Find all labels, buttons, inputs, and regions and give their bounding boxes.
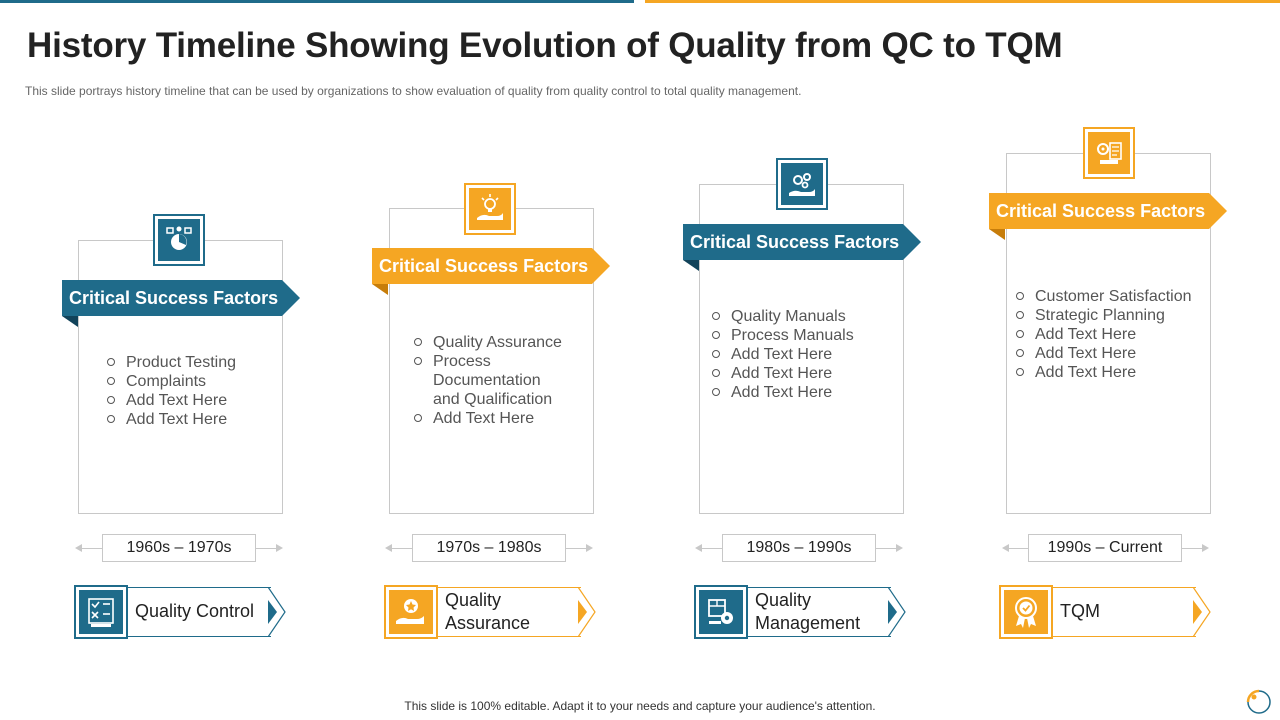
bullet-item: Add Text Here <box>712 364 882 383</box>
era-arrowhead-left-2 <box>385 544 392 552</box>
bullet-item: Quality Assurance <box>414 333 564 352</box>
critical-success-banner-2: Critical Success Factors <box>372 248 610 284</box>
era-label-3: 1980s – 1990s <box>722 534 876 562</box>
stage-label-body-1 <box>126 587 271 637</box>
footer-note: This slide is 100% editable. Adapt it to… <box>404 699 876 713</box>
bullet-item: Process Documentation and Qualification <box>414 352 564 409</box>
banner-fold-4 <box>989 229 1005 240</box>
bullet-item: Add Text Here <box>712 345 882 364</box>
stage-label-box-2: Quality Assurance <box>384 585 596 639</box>
era-arrow-right-4 <box>1182 548 1202 549</box>
bullet-item: Add Text Here <box>1016 363 1201 382</box>
era-arrow-right-3 <box>876 548 896 549</box>
stage-label-1: Quality Control <box>135 601 255 621</box>
page-title: History Timeline Showing Evolution of Qu… <box>27 26 1063 65</box>
bullet-item: Add Text Here <box>712 383 882 402</box>
bullet-item: Process Manuals <box>712 326 882 345</box>
era-label-2: 1970s – 1980s <box>412 534 566 562</box>
critical-success-banner-1: Critical Success Factors <box>62 280 300 316</box>
bullet-item: Strategic Planning <box>1016 306 1201 325</box>
critical-success-banner-3: Critical Success Factors <box>683 224 921 260</box>
top-accent-bar-orange <box>645 0 1280 3</box>
era-arrowhead-right-2 <box>586 544 593 552</box>
box-gear-icon <box>694 585 748 639</box>
product-testing-icon <box>153 214 205 266</box>
stage-label-body-2 <box>436 587 581 637</box>
bullet-item: Customer Satisfaction <box>1016 287 1201 306</box>
gear-document-icon <box>1083 127 1135 179</box>
bullet-item: Add Text Here <box>107 391 267 410</box>
stage-label-box-1: Quality Control <box>74 585 286 639</box>
era-label-1: 1960s – 1970s <box>102 534 256 562</box>
bullet-item: Product Testing <box>107 353 267 372</box>
bullet-item: Add Text Here <box>1016 325 1201 344</box>
bullet-list-3: Quality Manuals Process Manuals Add Text… <box>712 307 882 402</box>
hand-badge-icon <box>384 585 438 639</box>
hand-gears-icon <box>776 158 828 210</box>
stage-label-2: Quality Assurance <box>445 590 531 633</box>
chevron-right-icon <box>268 587 286 637</box>
stage-label-body-3 <box>746 587 891 637</box>
chevron-right-icon <box>1193 587 1211 637</box>
era-arrow-right-1 <box>256 548 276 549</box>
quality-control-icon <box>74 585 128 639</box>
hand-lightbulb-icon <box>464 183 516 235</box>
era-arrowhead-right-4 <box>1202 544 1209 552</box>
stage-label-box-4: TQM <box>999 585 1211 639</box>
era-arrow-right-2 <box>566 548 586 549</box>
era-arrow-left-3 <box>700 548 722 549</box>
banner-fold-2 <box>372 284 388 295</box>
stage-label-box-3: Quality Management <box>694 585 906 639</box>
bullet-item: Quality Manuals <box>712 307 882 326</box>
chevron-right-icon <box>578 587 596 637</box>
era-arrow-left-1 <box>80 548 102 549</box>
bullet-item: Add Text Here <box>1016 344 1201 363</box>
rosette-badge-icon <box>999 585 1053 639</box>
stage-label-body-4 <box>1051 587 1196 637</box>
chevron-right-icon <box>888 587 906 637</box>
stage-label-3: Quality Management <box>755 590 861 633</box>
era-arrow-left-4 <box>1007 548 1029 549</box>
bullet-item: Add Text Here <box>107 410 267 429</box>
bullet-item: Complaints <box>107 372 267 391</box>
era-arrowhead-right-1 <box>276 544 283 552</box>
bullet-list-2: Quality Assurance Process Documentation … <box>414 333 564 428</box>
bullet-list-1: Product Testing Complaints Add Text Here… <box>107 353 267 429</box>
banner-fold-3 <box>683 260 699 271</box>
page-subtitle: This slide portrays history timeline tha… <box>25 84 802 98</box>
era-arrowhead-left-1 <box>75 544 82 552</box>
bullet-item: Add Text Here <box>414 409 564 428</box>
banner-fold-1 <box>62 316 78 327</box>
era-arrowhead-right-3 <box>896 544 903 552</box>
era-arrowhead-left-4 <box>1002 544 1009 552</box>
stage-label-4: TQM <box>1060 601 1100 621</box>
brand-logo-icon <box>1246 689 1271 714</box>
era-arrowhead-left-3 <box>695 544 702 552</box>
top-accent-bar-teal <box>0 0 634 3</box>
era-label-4: 1990s – Current <box>1028 534 1182 562</box>
critical-success-banner-4: Critical Success Factors <box>989 193 1227 229</box>
bullet-list-4: Customer Satisfaction Strategic Planning… <box>1016 287 1201 382</box>
era-arrow-left-2 <box>390 548 412 549</box>
